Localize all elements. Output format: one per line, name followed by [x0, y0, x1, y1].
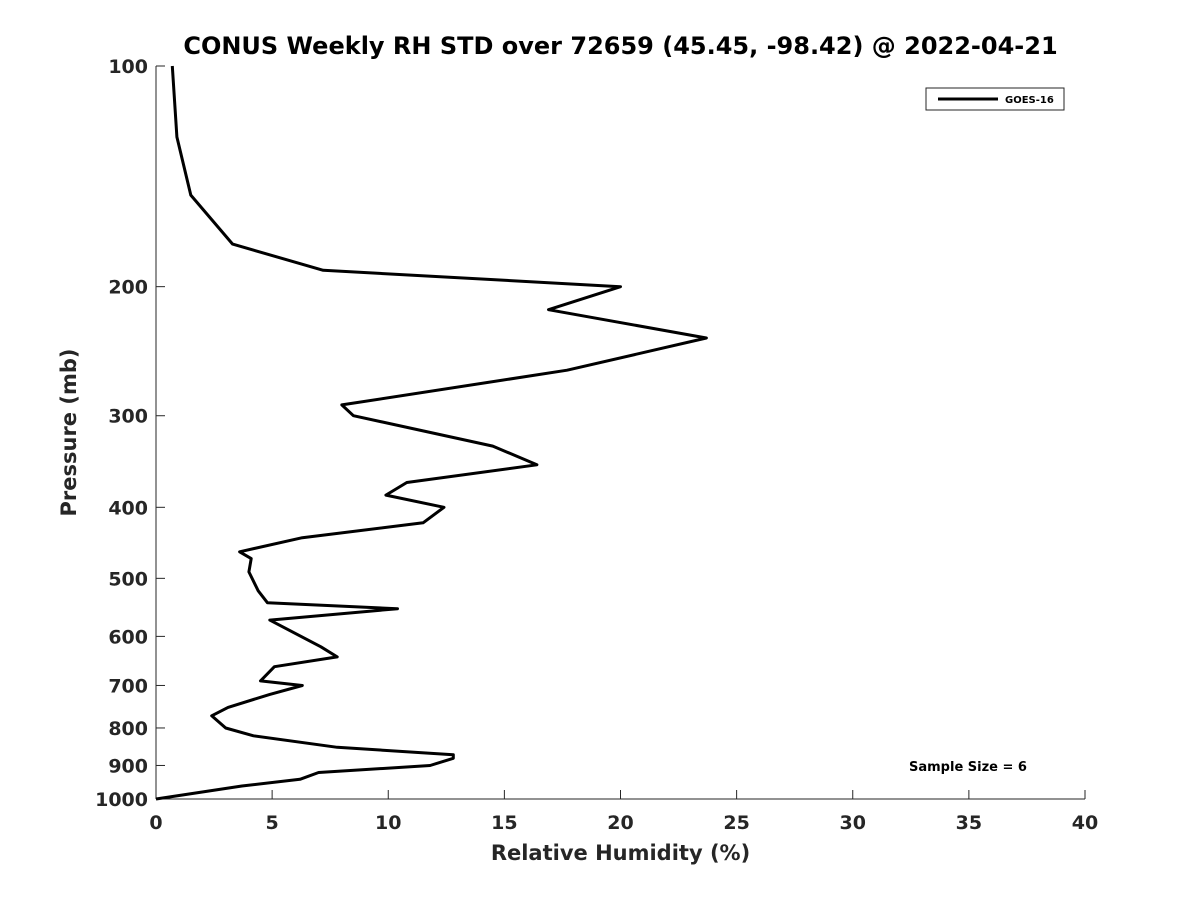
- series-line-goes-16: [155, 65, 708, 801]
- x-tick-label: 35: [956, 812, 982, 834]
- chart-title: CONUS Weekly RH STD over 72659 (45.45, -…: [183, 32, 1057, 60]
- y-tick-label: 300: [108, 406, 148, 428]
- y-tick-label: 400: [108, 497, 148, 519]
- y-axis-label: Pressure (mb): [57, 349, 81, 517]
- y-tick-label: 600: [108, 626, 148, 648]
- x-tick-label: 5: [266, 812, 279, 834]
- legend: GOES-16: [925, 87, 1065, 111]
- y-tick-label: 800: [108, 718, 148, 740]
- y-tick-label: 1000: [95, 789, 148, 811]
- legend-label-goes-16: GOES-16: [1005, 95, 1054, 106]
- x-tick-label: 40: [1072, 812, 1098, 834]
- y-tick-label: 200: [108, 277, 148, 299]
- y-tick-label: 500: [108, 568, 148, 590]
- x-tick-label: 0: [149, 812, 162, 834]
- y-tick-label: 100: [108, 56, 148, 78]
- y-tick-label: 700: [108, 675, 148, 697]
- y-tick-label: 900: [108, 755, 148, 777]
- plot-area: 0 5 10 15 20 25 30 35 40 100 200 300 400 500 600 700 800…: [95, 56, 1098, 834]
- x-tick-label: 30: [840, 812, 866, 834]
- x-tick-label: 20: [607, 812, 633, 834]
- x-tick-label: 25: [723, 812, 749, 834]
- sample-size-annotation: Sample Size = 6: [909, 760, 1027, 775]
- x-tick-label: 10: [375, 812, 401, 834]
- x-axis-label: Relative Humidity (%): [491, 841, 750, 865]
- x-tick-label: 15: [491, 812, 517, 834]
